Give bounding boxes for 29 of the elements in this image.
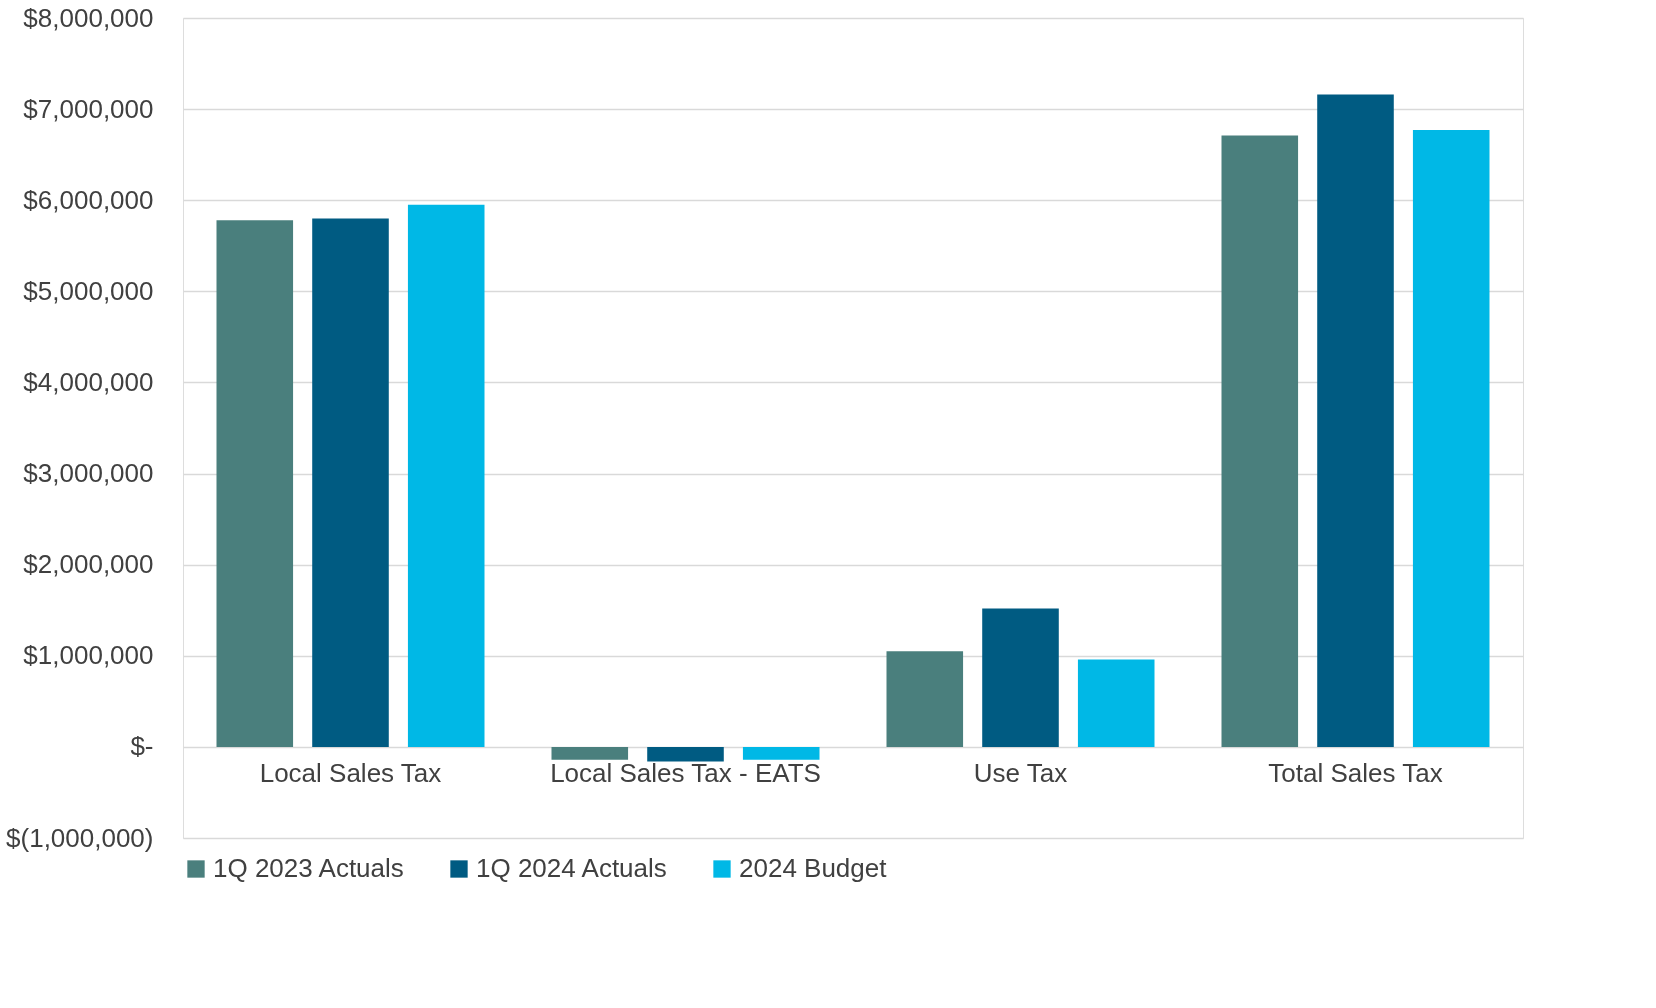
y-tick-label: $6,000,000 (23, 184, 154, 215)
bar (982, 608, 1059, 747)
bar (1412, 130, 1490, 747)
y-tick-label: $- (130, 731, 154, 762)
legend-label: 2024 Budget (739, 853, 888, 883)
bar (312, 218, 389, 747)
y-tick-label: $(1,000,000) (6, 822, 154, 853)
legend-label: 1Q 2023 Actuals (213, 853, 404, 883)
bar (216, 220, 294, 747)
y-tick-label: $4,000,000 (23, 366, 154, 397)
bar (886, 651, 964, 747)
bar (551, 746, 629, 760)
y-tick-label: $7,000,000 (23, 93, 154, 124)
x-tick-label: Local Sales Tax (259, 758, 442, 789)
x-tick-label: Local Sales Tax - EATS (550, 758, 821, 789)
bar (742, 746, 820, 760)
bar (1317, 94, 1394, 747)
y-tick-label: $8,000,000 (23, 2, 154, 33)
bar (1077, 659, 1155, 747)
x-tick-label: Use Tax (973, 758, 1068, 789)
y-tick-label: $1,000,000 (23, 640, 154, 671)
legend-label: 1Q 2024 Actuals (476, 853, 667, 883)
x-tick-label: Total Sales Tax (1268, 758, 1443, 789)
y-tick-label: $3,000,000 (23, 458, 154, 489)
y-tick-label: $2,000,000 (23, 549, 154, 580)
y-tick-label: $5,000,000 (23, 275, 154, 306)
bar (407, 204, 485, 747)
bar (1221, 135, 1299, 747)
bar (647, 746, 724, 762)
